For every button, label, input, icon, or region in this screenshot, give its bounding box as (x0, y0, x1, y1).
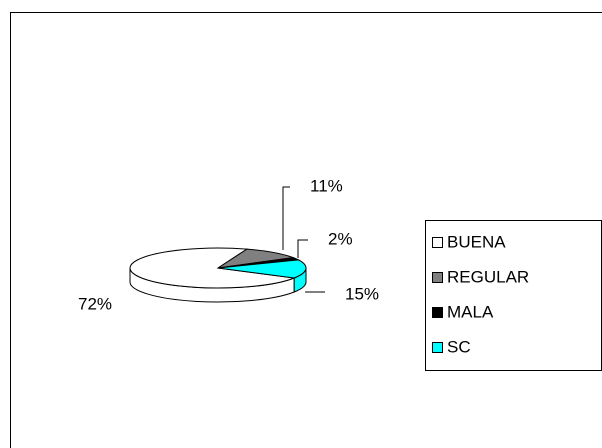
leader-line (282, 186, 290, 250)
legend-label: REGULAR (447, 267, 529, 286)
legend-swatch (432, 342, 443, 353)
slice (129, 247, 295, 289)
data-label: 11% (310, 176, 343, 195)
slice (217, 259, 307, 279)
legend-swatch (432, 307, 443, 318)
data-label: 2% (328, 229, 353, 248)
leader-line (297, 239, 308, 258)
legend: BUENA REGULAR MALA SC (432, 232, 529, 356)
pie (129, 247, 307, 303)
legend-swatch (432, 272, 443, 283)
legend-swatch (432, 237, 443, 248)
data-label: 15% (345, 284, 379, 303)
data-label: 72% (78, 294, 112, 313)
data-labels: 72% 11% 2% 15% (78, 176, 379, 313)
legend-label: SC (447, 337, 471, 356)
legend-box (425, 220, 602, 371)
legend-label: MALA (447, 302, 494, 321)
legend-label: BUENA (447, 232, 506, 251)
